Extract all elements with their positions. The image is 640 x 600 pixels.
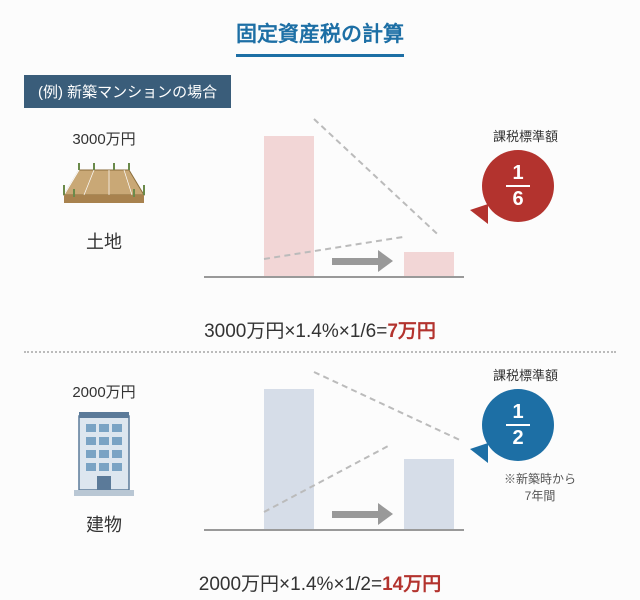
building-fraction-bubble: 1 2 bbox=[482, 389, 554, 461]
building-arrow bbox=[332, 503, 393, 525]
land-formula-prefix: 3000万円×1.4%×1/6= bbox=[204, 321, 387, 342]
building-dashline-1 bbox=[314, 371, 460, 440]
building-formula-prefix: 2000万円×1.4%×1/2= bbox=[199, 574, 382, 595]
building-numerator: 1 bbox=[506, 402, 529, 426]
section-land: 3000万円 土地 課税標準額 1 6 bbox=[24, 108, 616, 343]
building-chart bbox=[204, 371, 464, 531]
land-label: 土地 bbox=[44, 228, 164, 254]
land-dashline-1 bbox=[313, 118, 437, 234]
section-building: 2000万円 建物 課税標準額 1 2 bbox=[24, 361, 616, 596]
building-label: 建物 bbox=[44, 511, 164, 537]
land-fraction-bubble: 1 6 bbox=[482, 150, 554, 222]
section-divider bbox=[24, 351, 616, 353]
building-formula-result: 14万円 bbox=[382, 574, 441, 595]
example-tag: (例) 新築マンションの場合 bbox=[24, 75, 231, 108]
land-formula-result: 7万円 bbox=[387, 321, 436, 342]
building-bar-short bbox=[404, 459, 454, 529]
land-bubble-label: 課税標準額 bbox=[493, 126, 558, 145]
icon-column-building: 2000万円 建物 bbox=[44, 381, 164, 537]
building-denominator: 2 bbox=[506, 426, 529, 448]
building-amount: 2000万円 bbox=[44, 381, 164, 402]
land-amount: 3000万円 bbox=[44, 128, 164, 149]
building-formula: 2000万円×1.4%×1/2=14万円 bbox=[24, 569, 616, 596]
land-icon bbox=[54, 155, 154, 215]
building-baseline bbox=[204, 529, 464, 531]
land-formula: 3000万円×1.4%×1/6=7万円 bbox=[24, 316, 616, 343]
land-bar-short bbox=[404, 252, 454, 276]
building-bubble-label: 課税標準額 bbox=[493, 365, 558, 384]
building-bubble-tail bbox=[470, 443, 488, 463]
building-note-line1: ※新築時から bbox=[504, 472, 576, 486]
page-title: 固定資産税の計算 bbox=[236, 18, 404, 57]
building-note-line2: 7年間 bbox=[525, 489, 556, 503]
land-arrow bbox=[332, 250, 393, 272]
land-denominator: 6 bbox=[506, 187, 529, 209]
land-chart bbox=[204, 118, 464, 278]
land-baseline bbox=[204, 276, 464, 278]
building-icon bbox=[64, 408, 144, 498]
title-wrap: 固定資産税の計算 bbox=[24, 18, 616, 57]
land-bubble-tail bbox=[470, 204, 488, 224]
icon-column-land: 3000万円 土地 bbox=[44, 128, 164, 254]
land-numerator: 1 bbox=[506, 163, 529, 187]
building-note: ※新築時から 7年間 bbox=[504, 471, 576, 505]
